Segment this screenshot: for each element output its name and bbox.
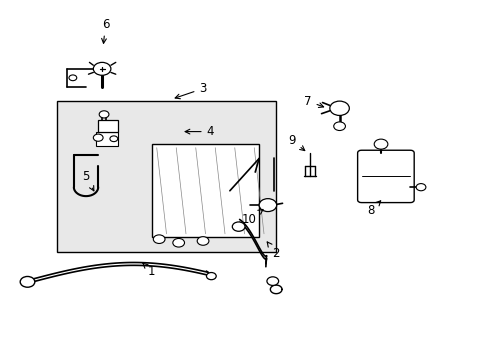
Circle shape [329, 101, 348, 116]
Circle shape [415, 184, 425, 191]
Text: 4: 4 [185, 125, 214, 138]
Text: 7: 7 [304, 95, 323, 108]
Text: 5: 5 [82, 170, 94, 191]
Circle shape [69, 75, 77, 81]
Circle shape [20, 276, 35, 287]
Circle shape [93, 62, 111, 75]
Circle shape [206, 273, 216, 280]
Bar [96, 132, 118, 146]
Circle shape [373, 139, 387, 149]
Circle shape [333, 122, 345, 131]
Circle shape [266, 277, 278, 285]
Circle shape [153, 235, 164, 243]
Circle shape [259, 199, 276, 212]
Bar [57, 101, 276, 252]
Text: 10: 10 [242, 210, 263, 226]
Bar [98, 120, 118, 132]
Circle shape [93, 134, 103, 141]
Text: 8: 8 [367, 201, 380, 217]
Text: 9: 9 [288, 134, 304, 150]
Text: 3: 3 [175, 82, 206, 99]
Text: 1: 1 [142, 263, 155, 278]
Circle shape [197, 237, 208, 245]
Circle shape [110, 136, 118, 141]
Bar [152, 144, 259, 237]
FancyBboxPatch shape [357, 150, 413, 203]
Circle shape [232, 222, 244, 231]
Circle shape [99, 111, 109, 118]
Text: 2: 2 [266, 242, 279, 260]
Text: 6: 6 [102, 18, 109, 43]
Circle shape [172, 238, 184, 247]
